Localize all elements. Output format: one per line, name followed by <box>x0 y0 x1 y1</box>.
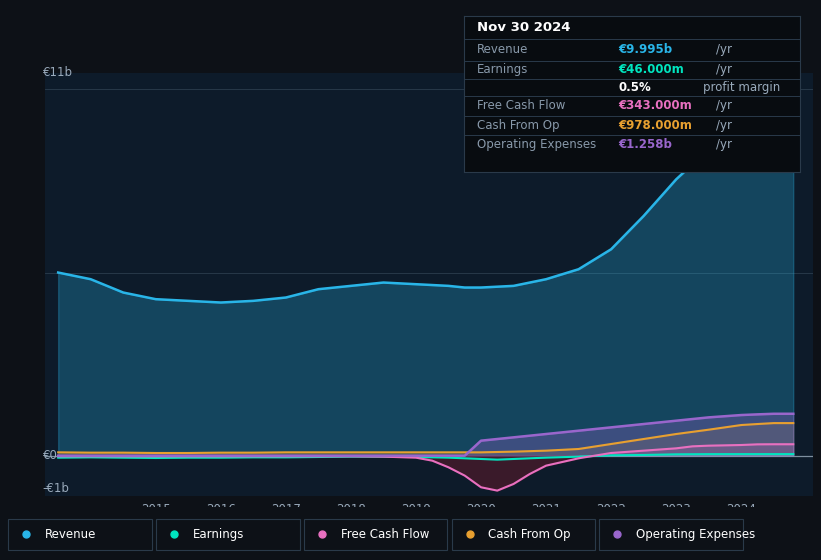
Text: profit margin: profit margin <box>703 81 780 94</box>
Text: Nov 30 2024: Nov 30 2024 <box>477 21 571 34</box>
Text: /yr: /yr <box>716 99 732 112</box>
Text: €1.258b: €1.258b <box>619 138 672 151</box>
Text: €11b: €11b <box>43 66 73 79</box>
Text: Earnings: Earnings <box>193 528 245 541</box>
Text: /yr: /yr <box>716 119 732 132</box>
Text: €9.995b: €9.995b <box>619 43 673 56</box>
Text: Operating Expenses: Operating Expenses <box>477 138 597 151</box>
Text: Earnings: Earnings <box>477 63 529 76</box>
Text: -€1b: -€1b <box>43 483 70 496</box>
Text: Revenue: Revenue <box>45 528 97 541</box>
Text: €343.000m: €343.000m <box>619 99 692 112</box>
Text: Cash From Op: Cash From Op <box>488 528 571 541</box>
Text: €46.000m: €46.000m <box>619 63 685 76</box>
Text: /yr: /yr <box>716 43 732 56</box>
Text: €0: €0 <box>43 449 57 462</box>
Text: Operating Expenses: Operating Expenses <box>636 528 755 541</box>
Text: /yr: /yr <box>716 138 732 151</box>
Text: €978.000m: €978.000m <box>619 119 693 132</box>
Text: 0.5%: 0.5% <box>619 81 651 94</box>
Text: Free Cash Flow: Free Cash Flow <box>341 528 429 541</box>
Text: Cash From Op: Cash From Op <box>477 119 560 132</box>
Text: Revenue: Revenue <box>477 43 529 56</box>
Text: /yr: /yr <box>716 63 732 76</box>
Text: Free Cash Flow: Free Cash Flow <box>477 99 566 112</box>
